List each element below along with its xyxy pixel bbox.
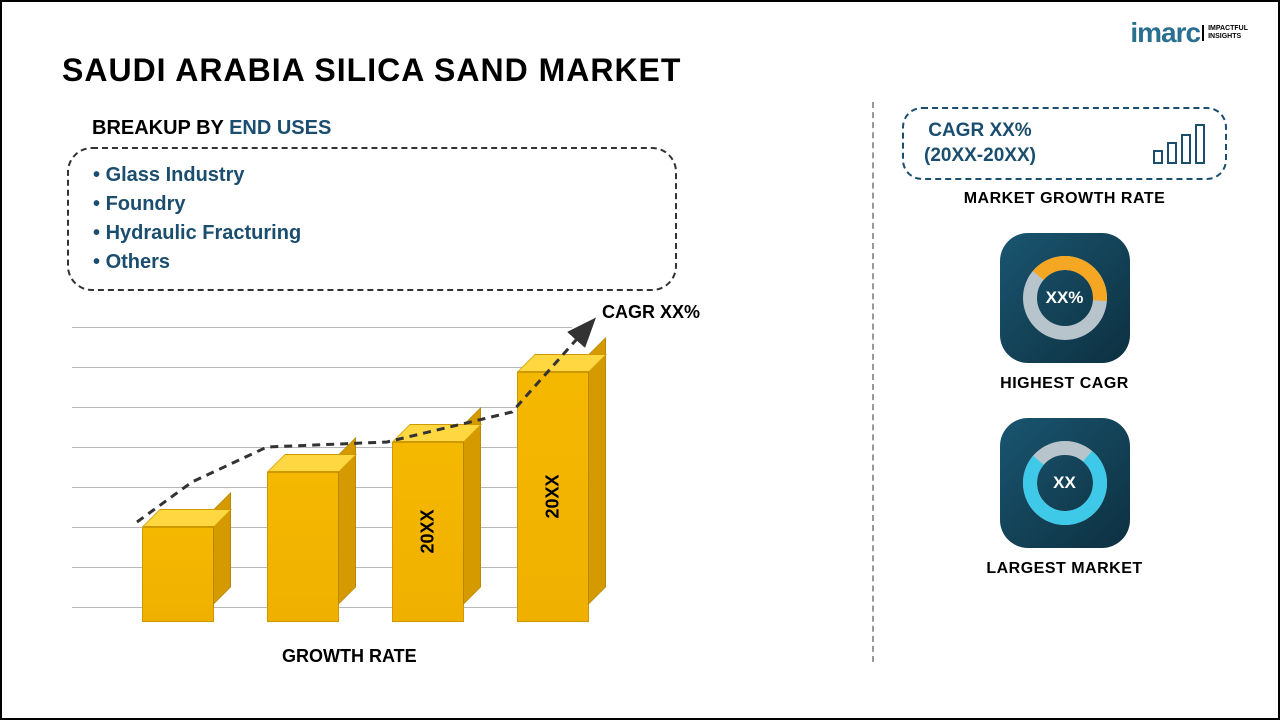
bar-year-label: 20XX [543, 474, 564, 518]
donut-value: XX [1053, 473, 1076, 493]
breakup-item: Hydraulic Fracturing [93, 219, 651, 248]
x-axis-label: GROWTH RATE [282, 646, 417, 667]
bar-year-label: 20XX [418, 509, 439, 553]
breakup-list: Glass Industry Foundry Hydraulic Fractur… [93, 161, 651, 277]
page-title: SAUDI ARABIA SILICA SAND MARKET [62, 52, 681, 89]
cagr-annotation: CAGR XX% [602, 302, 700, 323]
market-growth-label: MARKET GROWTH RATE [902, 190, 1227, 208]
logo-text: imarc [1130, 17, 1200, 49]
breakup-subtitle: BREAKUP BY END USES [92, 117, 331, 140]
side-panel: CAGR XX%(20XX-20XX) MARKET GROWTH RATE X… [902, 107, 1227, 603]
largest-market-label: LARGEST MARKET [902, 560, 1227, 578]
chart-bars: 20XX 20XX [102, 322, 602, 622]
vertical-divider [872, 102, 874, 662]
largest-market-card: XX [1000, 418, 1130, 548]
highest-cagr-card: XX% [1000, 233, 1130, 363]
highest-cagr-label: HIGHEST CAGR [902, 375, 1227, 393]
brand-logo: imarc IMPACTFULINSIGHTS [1130, 17, 1248, 49]
cagr-summary-box: CAGR XX%(20XX-20XX) [902, 107, 1227, 180]
breakup-item: Others [93, 248, 651, 277]
logo-tagline: IMPACTFULINSIGHTS [1202, 25, 1248, 40]
growth-chart: 20XX20XX CAGR XX% GROWTH RATE [72, 312, 692, 672]
breakup-item: Glass Industry [93, 161, 651, 190]
breakup-list-box: Glass Industry Foundry Hydraulic Fractur… [67, 147, 677, 291]
cagr-summary-text: CAGR XX%(20XX-20XX) [924, 119, 1036, 168]
mini-bars-icon [1153, 124, 1205, 164]
donut-value: XX% [1046, 288, 1084, 308]
breakup-item: Foundry [93, 190, 651, 219]
